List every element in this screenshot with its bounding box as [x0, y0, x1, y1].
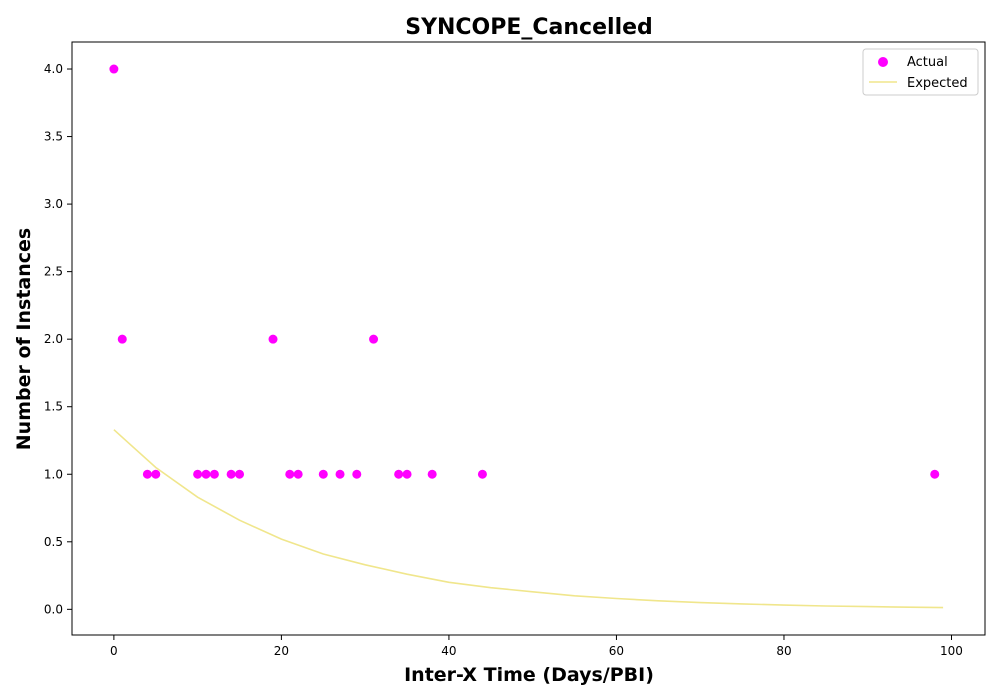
actual-point [427, 469, 437, 479]
x-tick-label: 60 [609, 644, 624, 658]
actual-point [201, 469, 211, 479]
actual-point [402, 469, 412, 479]
actual-point [117, 334, 127, 344]
y-axis: 0.0 0.5 1.0 1.5 2.0 2.5 3.0 3.5 4.0 [44, 62, 72, 616]
y-tick-label: 0.5 [44, 535, 63, 549]
actual-point [285, 469, 295, 479]
actual-point [268, 334, 278, 344]
actual-point [142, 469, 152, 479]
x-tick-label: 40 [441, 644, 456, 658]
actual-point [209, 469, 219, 479]
legend-box [862, 48, 979, 96]
legend: Actual Expected [862, 48, 979, 96]
legend-actual-label: Actual [907, 55, 948, 70]
y-tick-label: 1.0 [44, 467, 63, 481]
legend-expected-label: Expected [907, 76, 968, 91]
actual-point [235, 469, 245, 479]
plot-area [71, 41, 986, 636]
y-tick-label: 3.5 [44, 130, 63, 144]
actual-point [335, 469, 345, 479]
actual-point [226, 469, 236, 479]
chart-marks [109, 64, 944, 609]
actual-point [477, 469, 487, 479]
x-axis-title: Inter-X Time (Days/PBI) [404, 664, 654, 686]
x-tick-label: 100 [940, 644, 963, 658]
y-tick-label: 2.5 [44, 265, 63, 279]
y-tick-label: 0.0 [44, 602, 63, 616]
actual-point [151, 469, 161, 479]
actual-point [930, 469, 940, 479]
y-tick-label: 3.0 [44, 197, 63, 211]
actual-point [293, 469, 303, 479]
legend-actual-marker [878, 57, 888, 67]
actual-point [109, 64, 119, 74]
y-tick-label: 2.0 [44, 332, 63, 346]
actual-point [394, 469, 404, 479]
actual-point [352, 469, 362, 479]
y-tick-label: 4.0 [44, 62, 63, 76]
expected-line [113, 429, 944, 609]
x-tick-label: 80 [776, 644, 791, 658]
y-tick-label: 1.5 [44, 400, 63, 414]
actual-point [369, 334, 379, 344]
actual-point [318, 469, 328, 479]
x-tick-label: 0 [110, 644, 118, 658]
x-axis: 0 20 40 60 80 100 [110, 635, 963, 658]
x-tick-label: 20 [274, 644, 289, 658]
chart-title: SYNCOPE_Cancelled [405, 15, 653, 40]
actual-point [193, 469, 203, 479]
y-axis-title: Number of Instances [13, 228, 35, 450]
